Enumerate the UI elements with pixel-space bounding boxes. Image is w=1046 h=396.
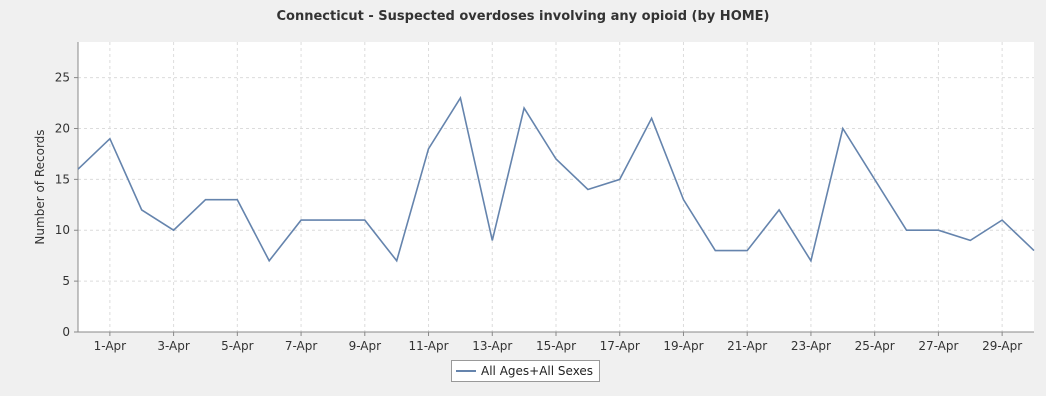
axes: 0 5 10 15 20 25 1-Apr 3-Apr 5-Apr 7-Apr 9-Apr 11-Ap… xyxy=(55,42,1034,353)
x-tick-label: 5-Apr xyxy=(221,339,254,353)
x-tick-label: 15-Apr xyxy=(536,339,576,353)
y-tick-label: 0 xyxy=(62,325,70,339)
y-tick-label: 5 xyxy=(62,274,70,288)
x-tick-label: 19-Apr xyxy=(663,339,703,353)
y-tick-label: 25 xyxy=(55,71,70,85)
y-tick-label: 15 xyxy=(55,172,70,186)
x-tick-label: 9-Apr xyxy=(349,339,382,353)
x-tick-label: 23-Apr xyxy=(791,339,831,353)
x-tick-label: 27-Apr xyxy=(918,339,958,353)
y-tick-label: 20 xyxy=(55,121,70,135)
legend: All Ages+All Sexes xyxy=(451,360,601,382)
x-tick-label: 29-Apr xyxy=(982,339,1022,353)
y-axis-label: Number of Records xyxy=(33,129,47,244)
y-tick-label: 10 xyxy=(55,223,70,237)
legend-label: All Ages+All Sexes xyxy=(481,364,594,378)
legend-swatch xyxy=(456,370,476,372)
x-tick-label: 21-Apr xyxy=(727,339,767,353)
x-tick-label: 1-Apr xyxy=(94,339,127,353)
x-tick-label: 13-Apr xyxy=(472,339,512,353)
chart-title: Connecticut - Suspected overdoses involv… xyxy=(276,9,770,24)
x-tick-label: 25-Apr xyxy=(855,339,895,353)
x-tick-label: 3-Apr xyxy=(157,339,190,353)
x-tick-label: 17-Apr xyxy=(600,339,640,353)
series-layer xyxy=(77,95,1035,263)
series-line xyxy=(77,95,1035,263)
x-tick-label: 11-Apr xyxy=(408,339,448,353)
x-tick-label: 7-Apr xyxy=(285,339,318,353)
grid xyxy=(78,42,1034,333)
